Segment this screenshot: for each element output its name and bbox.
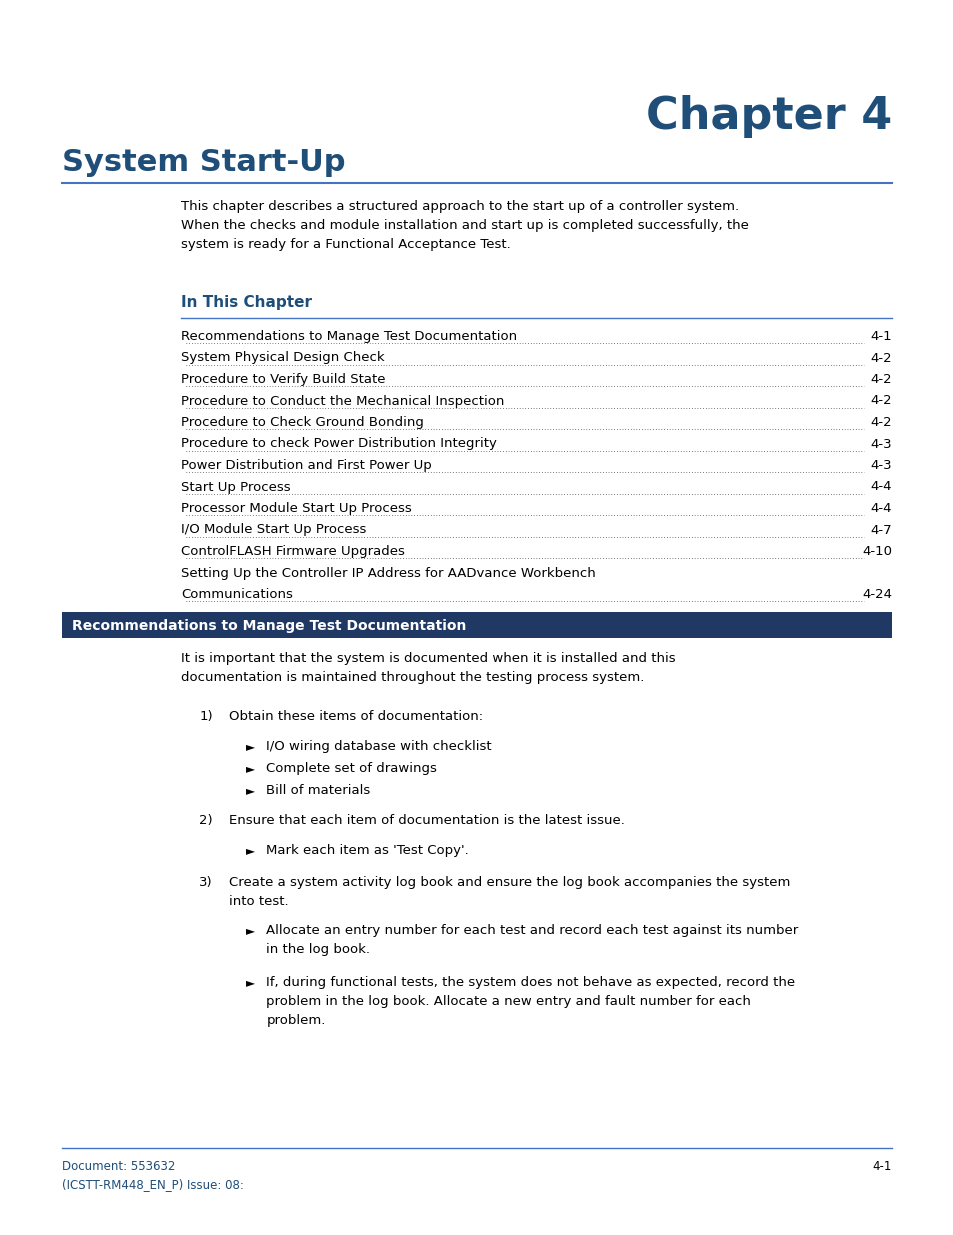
Text: I/O wiring database with checklist: I/O wiring database with checklist (266, 740, 492, 753)
Text: 4-4: 4-4 (869, 501, 891, 515)
Bar (62, 613, 891, 638)
Text: ►: ► (246, 740, 255, 753)
Text: ►: ► (246, 924, 255, 937)
Text: Start Up Process: Start Up Process (181, 480, 294, 494)
Text: Chapter 4: Chapter 4 (645, 95, 891, 138)
Text: 4-3: 4-3 (869, 459, 891, 472)
Text: Procedure to Verify Build State: Procedure to Verify Build State (181, 373, 390, 387)
Text: 4-10: 4-10 (862, 545, 891, 558)
Text: Recommendations to Manage Test Documentation: Recommendations to Manage Test Documenta… (181, 330, 517, 343)
Text: In This Chapter: In This Chapter (181, 295, 312, 310)
Text: System Start-Up: System Start-Up (62, 148, 345, 177)
Text: 4-2: 4-2 (869, 373, 891, 387)
Text: Create a system activity log book and ensure the log book accompanies the system: Create a system activity log book and en… (229, 876, 790, 908)
Text: 4-2: 4-2 (869, 394, 891, 408)
Text: Ensure that each item of documentation is the latest issue.: Ensure that each item of documentation i… (229, 814, 624, 827)
Text: 4-7: 4-7 (869, 524, 891, 536)
Text: 4-1: 4-1 (872, 1160, 891, 1173)
Text: This chapter describes a structured approach to the start up of a controller sys: This chapter describes a structured appr… (181, 200, 748, 251)
Text: Procedure to Conduct the Mechanical Inspection: Procedure to Conduct the Mechanical Insp… (181, 394, 504, 408)
Text: Procedure to Check Ground Bonding: Procedure to Check Ground Bonding (181, 416, 428, 429)
Text: 4-3: 4-3 (869, 437, 891, 451)
Text: Power Distribution and First Power Up: Power Distribution and First Power Up (181, 459, 432, 472)
Text: I/O Module Start Up Process: I/O Module Start Up Process (181, 524, 371, 536)
Text: ►: ► (246, 762, 255, 776)
Text: Allocate an entry number for each test and record each test against its number
i: Allocate an entry number for each test a… (266, 924, 798, 956)
Text: 3): 3) (199, 876, 213, 889)
Text: ►: ► (246, 784, 255, 797)
Text: Obtain these items of documentation:: Obtain these items of documentation: (229, 710, 483, 722)
Text: Communications: Communications (181, 588, 293, 601)
Text: Document: 553632
(ICSTT-RM448_EN_P) Issue: 08:: Document: 553632 (ICSTT-RM448_EN_P) Issu… (62, 1160, 244, 1191)
Text: Processor Module Start Up Process: Processor Module Start Up Process (181, 501, 412, 515)
Text: ►: ► (246, 844, 255, 857)
Text: Procedure to check Power Distribution Integrity: Procedure to check Power Distribution In… (181, 437, 497, 451)
Text: Mark each item as 'Test Copy'.: Mark each item as 'Test Copy'. (266, 844, 469, 857)
Text: 4-1: 4-1 (869, 330, 891, 343)
Text: Setting Up the Controller IP Address for AADvance Workbench: Setting Up the Controller IP Address for… (181, 567, 596, 579)
Text: 4-2: 4-2 (869, 416, 891, 429)
Text: If, during functional tests, the system does not behave as expected, record the
: If, during functional tests, the system … (266, 976, 795, 1028)
Text: ►: ► (246, 976, 255, 989)
Text: Recommendations to Manage Test Documentation: Recommendations to Manage Test Documenta… (71, 619, 466, 634)
Text: System Physical Design Check: System Physical Design Check (181, 352, 384, 364)
Text: 4-24: 4-24 (862, 588, 891, 601)
Text: ControlFLASH Firmware Upgrades: ControlFLASH Firmware Upgrades (181, 545, 405, 558)
Text: 1): 1) (199, 710, 213, 722)
Text: It is important that the system is documented when it is installed and this
docu: It is important that the system is docum… (181, 652, 675, 684)
Text: 4-4: 4-4 (869, 480, 891, 494)
Text: 2): 2) (199, 814, 213, 827)
Text: 4-2: 4-2 (869, 352, 891, 364)
Text: Complete set of drawings: Complete set of drawings (266, 762, 436, 776)
Text: Bill of materials: Bill of materials (266, 784, 370, 797)
